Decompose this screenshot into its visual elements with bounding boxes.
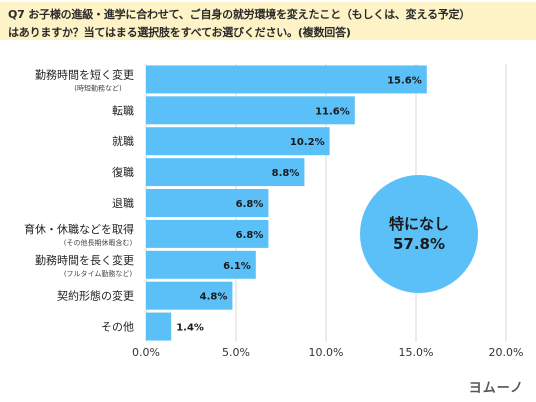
x-tick-label: 0.0% [132,346,160,359]
data-label: 11.6% [315,106,350,117]
data-label: 1.4% [176,323,204,334]
data-label: 6.8% [236,230,264,241]
bar [146,65,427,94]
category-label: 育休・休職などを取得 [24,222,134,236]
x-tick-label: 5.0% [222,346,250,359]
data-label: 6.1% [223,261,251,272]
data-label: 10.2% [290,137,325,148]
x-tick-label: 10.0% [309,346,344,359]
category-sublabel: (フルタイム勤務など) [64,269,133,278]
bar [146,219,269,248]
category-label: 退職 [112,197,134,210]
category-label: その他 [101,321,134,334]
data-label: 8.8% [272,168,300,179]
bar [146,281,233,310]
category-label: 勤務時間を短く変更 [35,67,134,81]
bar [146,189,269,217]
bar [146,127,330,156]
brand-logo: ヨムーノ [468,381,524,396]
title-band [0,2,536,40]
category-sublabel: (時短勤務など) [74,83,122,92]
no-change-bubble: 特になし 57.8% [360,175,478,293]
chart-title-line-2: はありますか？当てはまる選択肢をすべてお選びください。(複数回答) [8,26,351,39]
chart-title-line-1: Q7 お子様の進級・進学に合わせて、ご自身の就労環境を変えたこと（もしくは、変え… [8,8,471,21]
category-sublabel: (その他長期休暇含む) [64,238,133,247]
data-label: 4.8% [200,292,228,303]
category-label: 勤務時間を長く変更 [35,253,134,267]
bar [146,250,256,279]
bubble-label: 特になし [388,215,449,233]
category-label: 就職 [112,134,134,148]
category-label: 転職 [112,104,134,117]
bar [146,96,355,125]
data-label: 15.6% [387,75,422,86]
bar [146,312,172,341]
category-label: 復職 [112,166,134,179]
category-label: 契約形態の変更 [57,289,134,303]
bubble-value: 57.8% [392,235,446,253]
bar [146,158,305,187]
x-tick-label: 20.0% [489,346,524,359]
x-tick-label: 15.0% [399,346,434,359]
data-label: 6.8% [236,199,264,210]
